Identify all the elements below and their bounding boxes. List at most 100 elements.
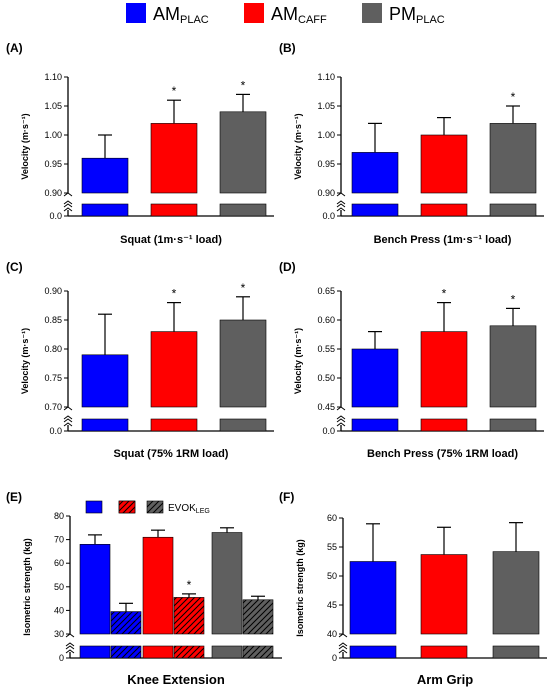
axis-break-mark [65,633,75,638]
y-tick-label: 0.0 [322,211,335,221]
y-tick-label: 30 [54,629,64,639]
y-tick-label: 45 [327,600,337,610]
panel-e-legend-swatch [85,500,103,514]
legend-label-am-plac: AMPLAC [153,4,209,26]
axis-break-mark [338,633,348,638]
significance-star: * [511,90,516,104]
bar-am-caff [420,331,468,408]
significance-star: * [172,287,177,301]
bar-pm-plac [219,111,267,194]
bar-stub-am-plac [349,645,397,659]
y-tick-label: 0.75 [44,373,62,383]
axis-break-mark [336,207,346,212]
axis-break-mark [63,203,73,208]
y-tick-label: 1.05 [317,101,335,111]
bar-pm-plac [489,123,537,194]
bar-pm-plac [489,325,537,408]
bar-stub-am-caff [420,418,468,432]
y-tick-label: 60 [54,558,64,568]
panel-label: (D) [279,260,296,274]
bar-stub-pm-plac [219,203,267,217]
bar-pm-plac [219,319,267,408]
axis-break-gap [64,634,286,646]
significance-star: * [442,287,447,301]
bar-am-caff [142,536,174,635]
x-axis-label: Knee Extension [127,672,225,687]
y-tick-label: 1.10 [317,72,335,82]
axis-break-mark [336,200,346,205]
y-axis-label: Isometric strength (kg) [295,539,305,637]
bar-am-plac [81,157,129,194]
y-tick-label: 80 [54,511,64,521]
y-tick-label: 0.45 [317,402,335,412]
panel-label: (A) [6,41,23,55]
y-tick-label: 1.05 [44,101,62,111]
panel-label: (C) [6,260,23,274]
y-axis-label: Velocity (m·s⁻¹) [20,113,30,179]
x-axis-label: Bench Press (1m·s⁻¹ load) [374,234,512,246]
axis-break-gap [337,634,551,646]
panel-label: (B) [279,41,296,55]
y-tick-label: 0 [332,653,337,663]
bar-stub-am-caff [150,203,198,217]
y-axis-label: Velocity (m·s⁻¹) [20,328,30,394]
bar-am-plac [351,152,399,194]
axis-break-mark [336,406,346,411]
y-tick-label: 1.00 [44,130,62,140]
y-tick-label: 0.0 [49,211,62,221]
axis-break-mark [63,422,73,427]
panel-e-legend: EVOKLEG [85,500,210,515]
axis-break-mark [336,203,346,208]
y-axis-label: Isometric strength (kg) [22,538,32,636]
y-tick-label: 0.95 [44,159,62,169]
bar-stub-pm-plac [219,418,267,432]
bar-stub-am-plac [81,203,129,217]
bar-stub-am-caff [420,645,468,659]
bar-am-caff [420,134,468,194]
significance-star: * [172,84,177,98]
bar-stub-am-caff [142,645,174,659]
y-tick-label: 0.50 [317,373,335,383]
x-axis-label: Bench Press (75% 1RM load) [367,448,518,460]
bar-am-plac [79,544,111,635]
panel-e-legend-label: EVOKLEG [168,503,210,515]
axis-break-mark [63,207,73,212]
axis-break-gap [335,193,548,204]
panel-e: (E) Isometric strength (kg) 30 40 50 60 70 80 0 *… [6,490,286,687]
bar-am-caff [420,554,468,635]
axis-break-mark [338,642,348,647]
y-tick-label: 60 [327,513,337,523]
bar-stub-am-plac-evok [110,645,142,659]
bar-stub-pm-plac [489,418,537,432]
panel-e-legend-swatch [118,500,136,514]
panel-c: (C) Velocity (m·s⁻¹) 0.70 0.75 0.80 0.85 0.90 0… [6,260,278,460]
bar-stub-am-caff-evok [173,645,205,659]
legend-swatch-am-caff [244,3,264,23]
bar-stub-pm-plac [211,645,243,659]
bar-stub-pm-plac [489,203,537,217]
y-tick-label: 0.65 [317,286,335,296]
y-tick-label: 0.90 [317,188,335,198]
axis-break-mark [338,649,348,654]
y-tick-label: 0.60 [317,315,335,325]
legend-item-pm-plac: PMPLAC [362,3,445,26]
bar-stub-am-plac [351,203,399,217]
axis-break-gap [335,407,548,419]
bar-am-caff-evok [173,597,205,635]
panel-label: (E) [6,490,22,504]
legend-swatch-am-plac [126,3,146,23]
y-tick-label: 0.80 [44,344,62,354]
bar-pm-plac [492,551,540,635]
bar-am-caff [150,331,198,408]
y-axis-label: Velocity (m·s⁻¹) [293,113,303,179]
legend-swatch-pm-plac [362,3,382,23]
bar-am-plac [81,354,129,408]
significance-star: * [241,281,246,295]
y-tick-label: 40 [54,605,64,615]
y-tick-label: 0.70 [44,402,62,412]
y-tick-label: 55 [327,542,337,552]
legend-item-am-plac: AMPLAC [126,3,209,26]
bar-am-plac [351,348,399,408]
axis-break-mark [336,422,346,427]
